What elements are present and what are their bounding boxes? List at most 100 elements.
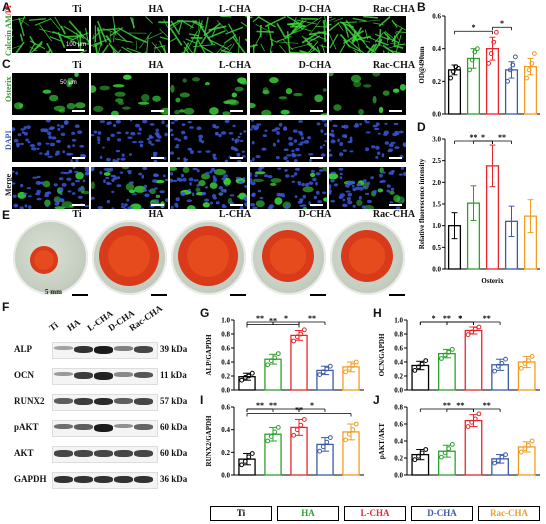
y-axis-label: ALP/GAPDH bbox=[205, 334, 213, 376]
data-point bbox=[419, 450, 425, 456]
data-point bbox=[246, 373, 252, 379]
data-point bbox=[419, 361, 425, 367]
blot-protein-gapdh: GAPDH bbox=[14, 474, 47, 484]
data-point bbox=[495, 363, 501, 369]
e-col-label-ha: HA bbox=[148, 209, 164, 220]
c-scale-text: 50 μm bbox=[60, 80, 77, 86]
data-point bbox=[449, 442, 455, 447]
data-point bbox=[467, 67, 473, 73]
data-point bbox=[442, 450, 448, 456]
data-point bbox=[294, 334, 300, 340]
blot-band bbox=[114, 346, 133, 351]
e-col-label-lcha: L-CHA bbox=[218, 209, 252, 220]
sig-label: * bbox=[458, 314, 462, 323]
c-merge-image-d-cha bbox=[250, 167, 327, 209]
sig-label: * bbox=[310, 401, 314, 410]
data-point bbox=[353, 359, 359, 365]
blot-band bbox=[94, 476, 113, 483]
data-point bbox=[439, 356, 444, 361]
data-point bbox=[526, 442, 531, 448]
data-point bbox=[442, 352, 448, 358]
c-osterix-image-ti bbox=[12, 73, 89, 115]
sig-label: ** bbox=[443, 401, 451, 410]
data-point bbox=[465, 424, 471, 429]
y-tick-label: 0.6 bbox=[394, 421, 403, 429]
y-tick-label: 0.6 bbox=[221, 404, 230, 412]
blot-band bbox=[74, 476, 93, 483]
blot-band bbox=[114, 424, 133, 429]
sig-label: ** bbox=[483, 314, 491, 323]
e-scale-bar bbox=[72, 294, 88, 296]
y-tick-label: 0.0 bbox=[394, 472, 403, 480]
blot-protein-ocn: OCN bbox=[14, 370, 34, 380]
blot-band bbox=[114, 476, 133, 483]
sig-label: * bbox=[432, 314, 436, 323]
c-col-label-lcha: L-CHA bbox=[218, 60, 252, 71]
blot-band bbox=[74, 398, 93, 405]
y-tick-label: 0.4 bbox=[221, 426, 230, 434]
data-point bbox=[450, 69, 456, 74]
c-scale-bar bbox=[72, 110, 85, 112]
data-point bbox=[469, 419, 475, 425]
c-scale-bar bbox=[72, 157, 85, 159]
data-point bbox=[353, 421, 359, 427]
data-point bbox=[493, 29, 499, 35]
bar-l-cha bbox=[290, 334, 308, 391]
y-tick-label: 1.0 bbox=[394, 317, 403, 325]
y-tick-label: 0.6 bbox=[394, 345, 403, 353]
panel-label-f: F bbox=[2, 300, 10, 314]
c-merge-image-ha bbox=[91, 167, 168, 209]
sig-label: * bbox=[472, 23, 476, 32]
panel-label-e: E bbox=[2, 208, 11, 222]
col-label-racha: Rac-CHA bbox=[372, 4, 416, 15]
data-point bbox=[412, 457, 418, 463]
blot-band bbox=[54, 450, 73, 457]
y-tick-label: 0.5 bbox=[432, 244, 441, 252]
y-tick-label: 0.6 bbox=[432, 13, 441, 21]
panel-label-g: G bbox=[200, 306, 210, 320]
data-point bbox=[499, 454, 505, 460]
blot-band bbox=[94, 450, 113, 457]
x-axis-label: Osterix bbox=[481, 277, 504, 285]
c-col-label-dcha: D-CHA bbox=[298, 60, 332, 71]
c-osterix-image-rac-cha bbox=[329, 73, 406, 115]
blot-band bbox=[94, 424, 113, 432]
c-osterix-image-d-cha bbox=[250, 73, 327, 115]
blot-protein-alp: ALP bbox=[14, 344, 32, 354]
e-col-label-dcha: D-CHA bbox=[298, 209, 332, 220]
bar-l-cha bbox=[464, 329, 483, 391]
y-tick-label: 0.0 bbox=[221, 472, 230, 480]
data-point bbox=[239, 462, 245, 468]
dish-ha bbox=[92, 220, 167, 295]
blot-band bbox=[54, 398, 73, 404]
data-point bbox=[529, 354, 535, 359]
data-point bbox=[499, 361, 505, 366]
y-axis-label: RUNX2/GAPDH bbox=[205, 415, 213, 466]
blot-band bbox=[114, 398, 133, 404]
c-col-label-racha: Rac-CHA bbox=[372, 60, 416, 71]
y-tick-label: 1.5 bbox=[432, 201, 441, 209]
c-osterix-image-ha bbox=[91, 73, 168, 115]
data-point bbox=[449, 347, 455, 352]
blot-band bbox=[134, 372, 153, 378]
sig-label: ** bbox=[483, 401, 491, 410]
sig-label: * bbox=[481, 133, 485, 142]
data-point bbox=[522, 361, 528, 366]
c-merge-image-rac-cha bbox=[329, 167, 406, 209]
sig-label: ** bbox=[256, 314, 264, 323]
blot-band bbox=[74, 450, 93, 457]
c-dapi-image-rac-cha bbox=[329, 120, 406, 162]
c-scale-bar bbox=[230, 157, 243, 159]
blot-kda-akt: 60 kDa bbox=[160, 448, 188, 458]
y-tick-label: 0.8 bbox=[394, 331, 403, 339]
data-point bbox=[327, 363, 333, 369]
col-label-lcha: L-CHA bbox=[218, 4, 252, 15]
data-point bbox=[472, 326, 478, 332]
y-tick-label: 0.0 bbox=[221, 387, 230, 395]
data-point bbox=[524, 75, 530, 81]
blot-band bbox=[134, 450, 153, 457]
data-point bbox=[268, 358, 274, 363]
data-point bbox=[291, 338, 297, 344]
blot-kda-alp: 39 kDa bbox=[160, 344, 188, 354]
